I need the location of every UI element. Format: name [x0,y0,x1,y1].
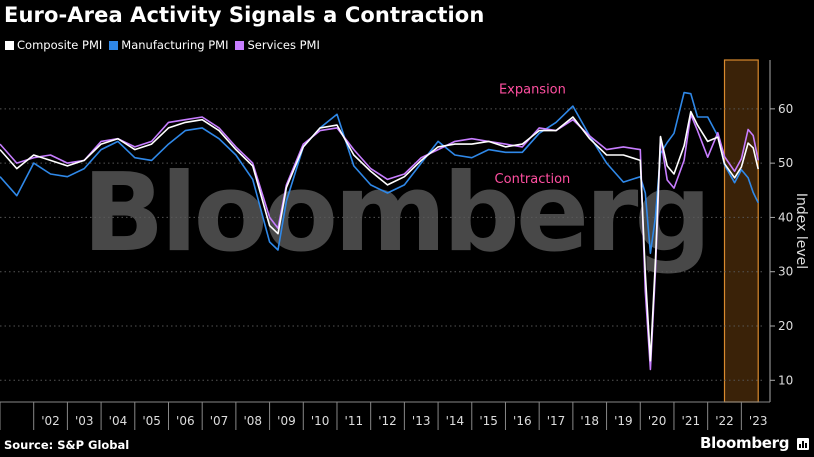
x-tick-label-2003: '03 [75,414,94,428]
x-tick-label-2002: '02 [41,414,60,428]
series-line-composite-pmi [0,110,759,362]
y-tick-label-20: 20 [778,319,793,333]
annotation-contraction: Contraction [495,172,571,187]
x-tick-label-2020: '20 [648,414,667,428]
x-tick-label-2012: '12 [378,414,397,428]
watermark-text: Bloomberg [82,151,707,276]
y-tick-label-30: 30 [778,265,793,279]
x-tick-label-2013: '13 [412,414,431,428]
x-tick-label-2011: '11 [345,414,364,428]
legend-label-composite: Composite PMI [17,38,103,52]
x-tick-label-2005: '05 [142,414,161,428]
x-tick-label-2019: '19 [614,414,633,428]
legend-label-services: Services PMI [247,38,320,52]
series-line-manufacturing-pmi [0,91,759,255]
x-tick-label-2008: '08 [243,414,262,428]
legend-item-composite[interactable]: Composite PMI [5,38,102,52]
brand-logo: Bloomberg [700,434,790,452]
x-tick-label-2010: '10 [311,414,330,428]
legend-swatch-services [235,40,245,50]
legend-item-services[interactable]: Services PMI [235,38,320,52]
x-tick-label-2015: '15 [479,414,498,428]
x-tick-label-2022: '22 [715,414,734,428]
x-tick-label-2006: '06 [176,414,195,428]
legend-item-manufacturing[interactable]: Manufacturing PMI [109,38,228,52]
bloomberg-terminal-icon [797,438,809,450]
x-tick-label-2014: '14 [446,414,465,428]
y-tick-label-60: 60 [778,102,793,116]
x-tick-label-2016: '16 [513,414,532,428]
x-tick-label-2021: '21 [682,414,701,428]
x-tick-label-2018: '18 [580,414,599,428]
legend-swatch-manufacturing [109,40,119,50]
series-line-services-pmi [0,113,759,371]
legend: Composite PMI Manufacturing PMI Services… [5,38,320,52]
y-tick-label-10: 10 [778,373,793,387]
annotation-expansion: Expansion [499,83,566,98]
x-tick-label-2004: '04 [109,414,128,428]
y-tick-label-40: 40 [778,210,793,224]
x-tick-label-2023: '23 [749,414,768,428]
x-tick-label-2017: '17 [547,414,566,428]
source-note: Source: S&P Global [4,438,130,452]
y-axis-title: Index level [793,193,809,269]
legend-swatch-composite [5,40,14,50]
y-tick-label-50: 50 [778,156,793,170]
x-tick-label-2009: '09 [277,414,296,428]
chart-title: Euro-Area Activity Signals a Contraction [4,3,485,27]
highlight-band [723,59,759,403]
legend-label-manufacturing: Manufacturing PMI [121,38,229,52]
x-tick-label-2007: '07 [210,414,229,428]
